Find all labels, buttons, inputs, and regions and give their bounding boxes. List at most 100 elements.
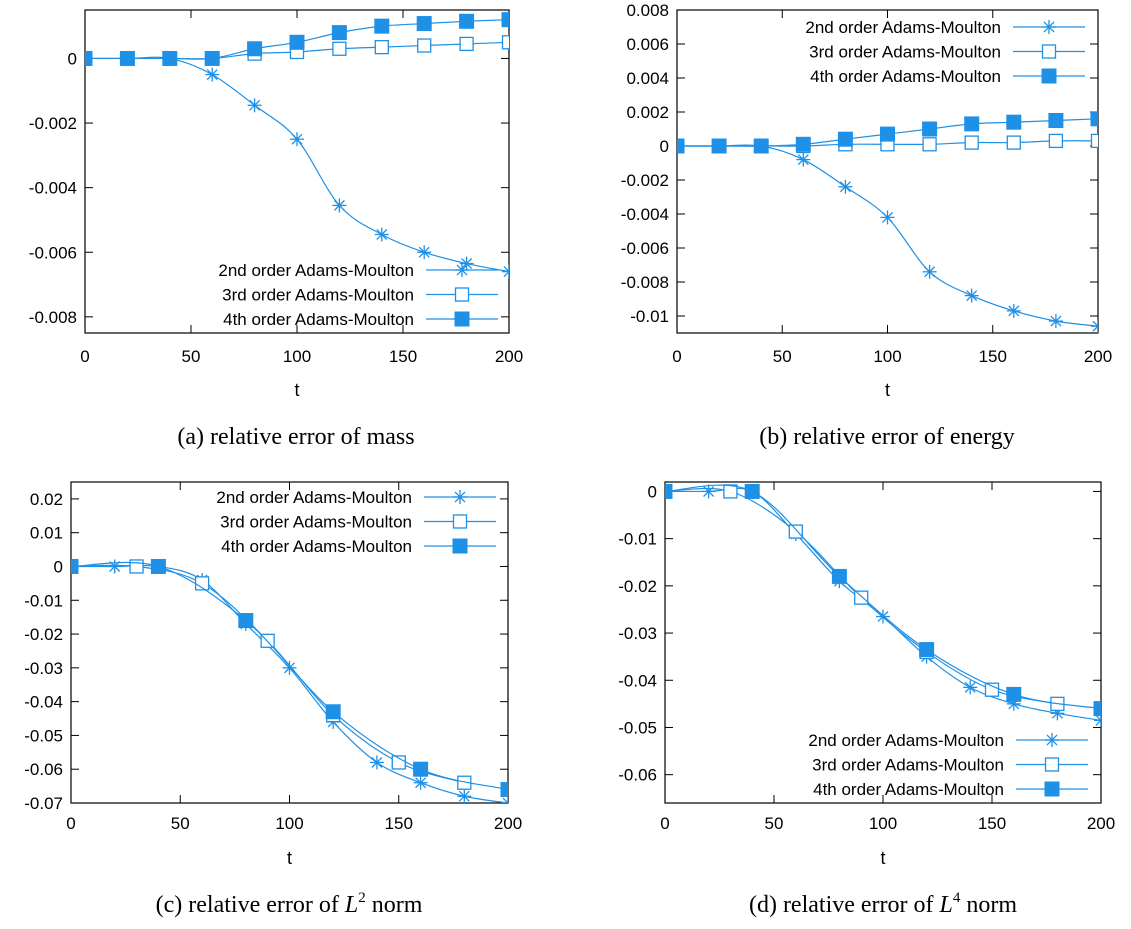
data-point <box>247 41 263 57</box>
y-tick-label: 0.002 <box>626 103 669 122</box>
chart-caption: (c) relative error of L2 norm <box>156 890 423 918</box>
data-point <box>107 559 122 574</box>
legend-marker <box>1041 44 1057 59</box>
x-tick-label: 50 <box>765 814 784 833</box>
y-tick-label: -0.01 <box>24 591 63 610</box>
x-tick-label: 200 <box>1087 814 1115 833</box>
series-line <box>71 561 508 791</box>
x-axis-label: t <box>880 848 885 868</box>
y-tick-label: 0 <box>660 137 669 156</box>
data-point <box>369 755 384 770</box>
data-point <box>964 288 979 303</box>
data-point <box>1090 111 1098 127</box>
chart-d: 0 50 100 150 200 0 -0.01 -0.02 -0.03 -0.04 -0.05 -0… <box>618 481 1115 918</box>
plot-area <box>71 558 508 803</box>
x-tick-label: 0 <box>66 814 75 833</box>
data-point <box>831 568 847 584</box>
data-point <box>922 137 937 152</box>
data-point <box>922 121 938 137</box>
data-point <box>744 483 760 499</box>
data-point <box>964 116 980 132</box>
legend-marker <box>1042 20 1056 34</box>
series-line <box>85 56 509 273</box>
legend-entry-label: 3rd order Adams-Moulton <box>809 43 1001 62</box>
data-point <box>374 227 389 242</box>
y-tick-label: -0.06 <box>24 760 63 779</box>
data-point <box>331 25 347 41</box>
x-tick-label: 50 <box>171 814 190 833</box>
y-tick-label: 0 <box>54 557 63 576</box>
data-point <box>1006 686 1022 702</box>
legend: 2nd order Adams-Moulton 3rd order Adams-M… <box>216 488 496 556</box>
data-point <box>150 558 166 574</box>
data-point <box>964 135 979 150</box>
legend-marker <box>455 263 469 277</box>
y-tick-label: -0.008 <box>621 273 669 292</box>
data-point <box>238 613 254 629</box>
legend: 2nd order Adams-Moulton 3rd order Adams-M… <box>218 261 498 329</box>
x-tick-label: 200 <box>1084 347 1112 366</box>
data-point <box>290 132 304 147</box>
x-tick-label: 200 <box>494 814 522 833</box>
data-point <box>459 36 474 52</box>
x-tick-label: 100 <box>869 814 897 833</box>
legend: 2nd order Adams-Moulton 3rd order Adams-M… <box>805 18 1085 86</box>
series-line <box>665 484 1101 710</box>
data-point <box>1048 314 1063 329</box>
data-point <box>162 50 178 66</box>
y-tick-label: -0.008 <box>29 308 77 327</box>
x-tick-label: 0 <box>80 347 89 366</box>
data-point <box>1006 303 1021 318</box>
y-tick-label: -0.03 <box>24 659 63 678</box>
data-point <box>417 245 432 260</box>
x-tick-label: 150 <box>978 814 1006 833</box>
y-tick-label: -0.002 <box>29 114 77 133</box>
series-line <box>677 144 1098 327</box>
data-point <box>129 559 144 574</box>
x-axis-label: t <box>294 380 299 400</box>
y-tick-label: -0.05 <box>24 726 63 745</box>
legend-entry-label: 2nd order Adams-Moulton <box>218 261 414 280</box>
data-point <box>205 67 220 82</box>
data-point <box>204 50 220 66</box>
data-point <box>501 12 509 28</box>
x-tick-label: 150 <box>385 814 413 833</box>
chart-caption: (b) relative error of energy <box>759 424 1014 450</box>
data-point <box>665 483 673 499</box>
x-tick-label: 200 <box>495 347 523 366</box>
legend-entry-label: 4th order Adams-Moulton <box>813 780 1004 799</box>
legend-marker <box>452 514 468 529</box>
data-point <box>332 41 347 56</box>
data-point <box>374 39 389 55</box>
y-tick-label: -0.03 <box>618 624 657 643</box>
y-tick-label: 0.01 <box>30 524 63 543</box>
x-tick-label: 150 <box>389 347 417 366</box>
data-point <box>711 138 727 154</box>
data-point <box>838 179 853 194</box>
x-tick-label: 100 <box>873 347 901 366</box>
data-point <box>413 761 429 777</box>
data-point <box>325 704 341 720</box>
legend-marker <box>1045 733 1059 747</box>
data-point <box>796 152 811 167</box>
data-point <box>837 131 853 147</box>
y-tick-label: -0.02 <box>618 577 657 596</box>
plot-area <box>677 111 1098 333</box>
data-point <box>984 682 1000 697</box>
y-tick-label: -0.07 <box>24 794 63 813</box>
data-point <box>391 755 406 770</box>
data-point <box>501 35 509 50</box>
x-tick-label: 0 <box>672 347 681 366</box>
data-point <box>1091 319 1098 333</box>
data-point <box>677 138 685 154</box>
legend-marker <box>454 287 470 302</box>
data-point <box>282 660 297 675</box>
data-point <box>922 264 937 279</box>
legend-entry-label: 3rd order Adams-Moulton <box>812 756 1004 775</box>
legend-marker <box>1041 68 1057 84</box>
y-tick-label: -0.04 <box>618 671 657 690</box>
data-point <box>459 13 475 29</box>
chart-caption: (a) relative error of mass <box>177 424 414 450</box>
y-tick-label: 0 <box>648 482 657 501</box>
